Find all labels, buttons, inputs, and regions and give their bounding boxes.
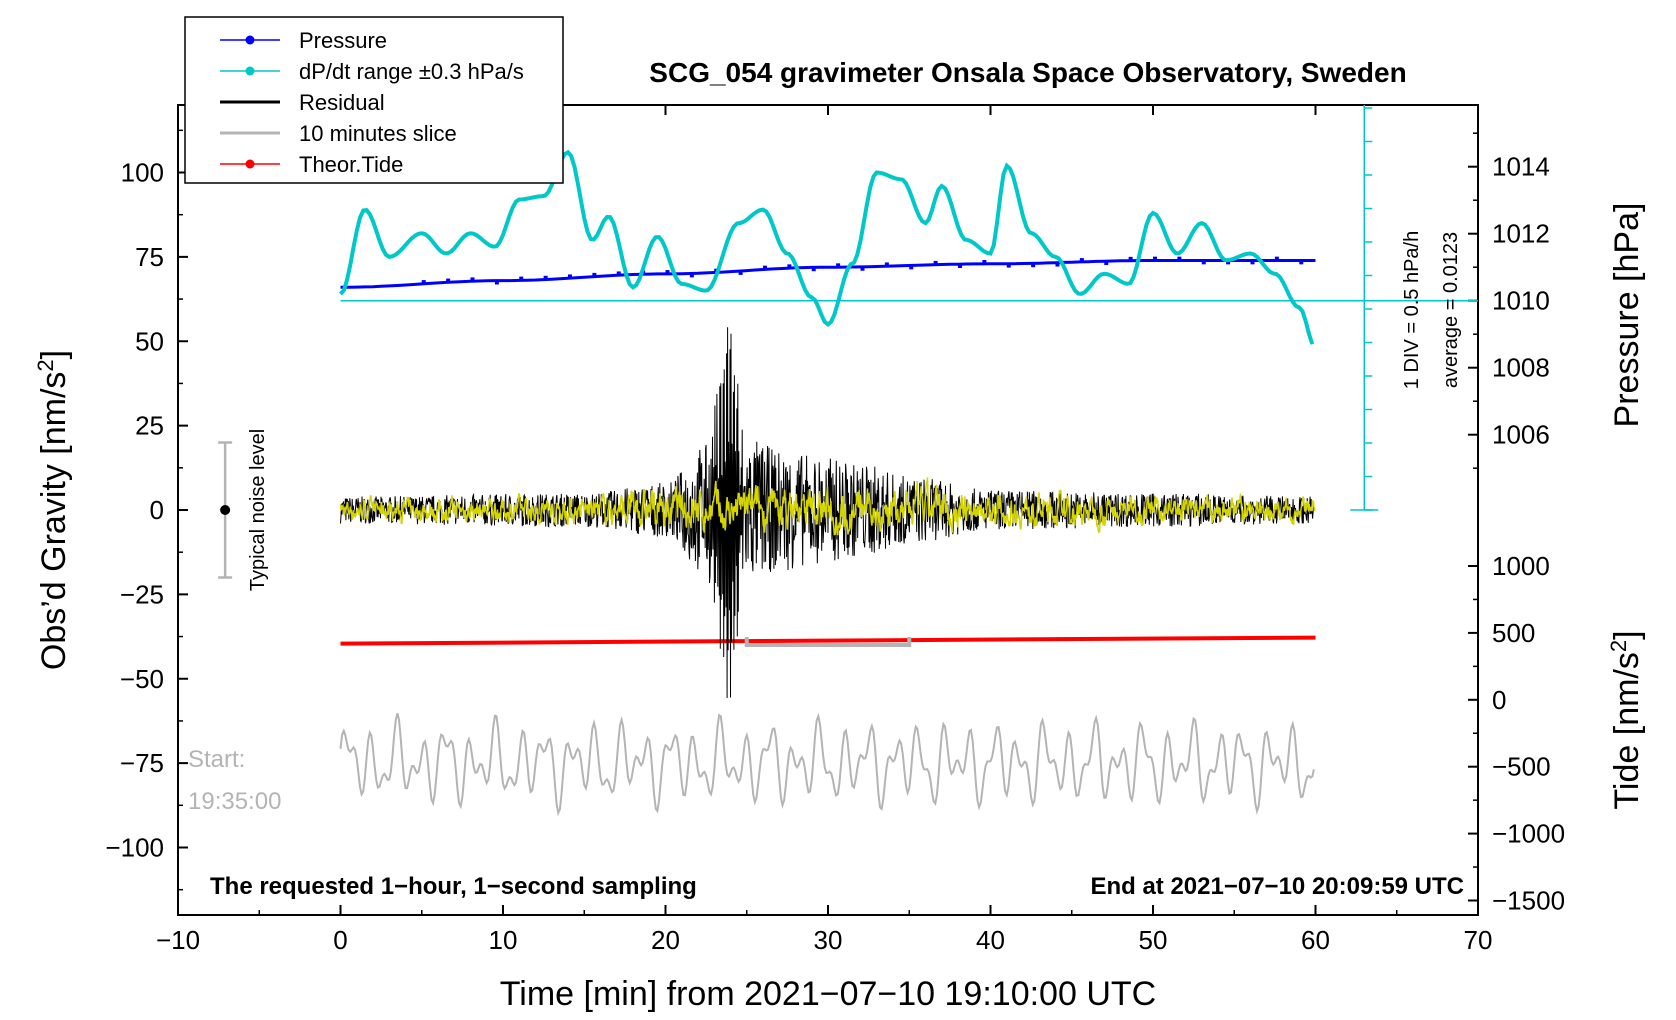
y-axis-title-left: Obs’d Gravity [nm/s2] — [33, 350, 73, 670]
series-layer — [218, 105, 1478, 817]
pressure-point — [446, 278, 451, 282]
pressure-point — [1006, 264, 1011, 268]
pressure-point — [1250, 261, 1255, 265]
x-tick-label: 40 — [976, 925, 1005, 955]
pressure-point — [982, 260, 987, 264]
pressure-point — [860, 267, 865, 271]
labels-layer: −10 0 10 20 30 40 50 60 701007550250−25−50−75−10… — [105, 152, 1565, 955]
y-tick-label-left: −75 — [120, 748, 164, 778]
y-tick-label-pressure: 1010 — [1492, 286, 1550, 316]
noise-level-label: Typical noise level — [247, 429, 269, 591]
slice-marker — [744, 637, 912, 647]
x-tick-label: 30 — [814, 925, 843, 955]
legend-dot — [245, 159, 255, 169]
x-tick-label: 20 — [651, 925, 680, 955]
y-tick-label-tide: −500 — [1492, 752, 1551, 782]
pressure-point — [1153, 256, 1157, 260]
legend-label: 10 minutes slice — [299, 121, 457, 146]
y-tick-label-tide: 1000 — [1492, 551, 1550, 581]
y-tick-label-left: 100 — [121, 158, 164, 188]
end-time-note: End at 2021−07−10 20:09:59 UTC — [1090, 873, 1464, 900]
y-tick-label-pressure: 1008 — [1492, 353, 1550, 383]
legend-label: Pressure — [299, 28, 387, 53]
y-tick-label-left: 0 — [150, 495, 164, 525]
y-tick-label-left: −50 — [120, 664, 164, 694]
y-tick-label-left: −25 — [120, 579, 164, 609]
pressure-point — [836, 263, 841, 267]
pressure-point — [787, 264, 792, 268]
pressure-point — [568, 274, 572, 278]
x-tick-label: 60 — [1301, 925, 1330, 955]
y-tick-label-tide: −1000 — [1492, 819, 1565, 849]
x-tick-label: 10 — [489, 925, 518, 955]
y-tick-label-pressure: 1006 — [1492, 420, 1550, 450]
y-axis-title-pressure: Pressure [hPa] — [1608, 203, 1646, 428]
dpdt-average-label: average = 0.0123 — [1440, 232, 1462, 388]
y-axis-title-tide: Tide [nm/s2] — [1606, 630, 1646, 809]
pressure-point — [616, 271, 621, 275]
pressure-point — [1031, 264, 1036, 268]
legend: Pressure dP/dt range ±0.3 hPa/s Residual 10… — [184, 16, 564, 184]
y-tick-label-tide: 500 — [1492, 618, 1535, 648]
pressure-point — [494, 281, 499, 285]
pressure-point — [811, 268, 816, 272]
pressure-point — [1128, 256, 1133, 260]
legend-label: Theor.Tide — [299, 152, 403, 177]
pressure-point — [909, 266, 914, 270]
pressure-point — [1104, 262, 1109, 266]
pressure-point — [592, 272, 597, 276]
pressure-point — [738, 271, 743, 275]
x-tick-label: 50 — [1139, 925, 1168, 955]
tide-line — [340, 635, 1316, 646]
x-tick-label: 0 — [333, 925, 347, 955]
pressure-point — [1079, 258, 1084, 262]
y-tick-label-left: 50 — [135, 326, 164, 356]
pressure-point — [1201, 261, 1206, 265]
chart-title: SCG_054 gravimeter Onsala Space Observat… — [649, 57, 1406, 88]
x-tick-label: 70 — [1464, 925, 1493, 955]
pressure-point — [1226, 261, 1231, 265]
x-axis-title: Time [min] from 2021−07−10 19:10:00 UTC — [500, 975, 1156, 1013]
legend-dot — [245, 35, 255, 45]
pressure-point — [1274, 256, 1279, 260]
noise-center-point — [220, 505, 231, 515]
dpdt-scale-label: 1 DIV = 0.5 hPa/h — [1401, 231, 1423, 389]
dpdt-line — [339, 149, 1315, 345]
pressure-point — [933, 260, 938, 264]
pressure-point — [519, 276, 524, 280]
y-tick-label-left: −100 — [105, 833, 164, 863]
pressure-point — [689, 274, 694, 278]
legend-dot — [245, 66, 255, 76]
legend-label: Residual — [299, 90, 385, 115]
residual-smoothed-line — [339, 477, 1316, 536]
legend-box — [184, 16, 564, 184]
y-tick-label-pressure: 1014 — [1492, 152, 1550, 182]
sampling-note: The requested 1−hour, 1−second sampling — [210, 873, 697, 900]
start-label: Start: — [188, 746, 245, 773]
pressure-point — [1177, 256, 1182, 260]
pressure-point — [1299, 261, 1304, 265]
pressure-point — [884, 262, 889, 266]
pressure-point — [470, 277, 475, 281]
y-tick-label-tide: −1500 — [1492, 886, 1565, 916]
slice-waveform — [339, 712, 1315, 817]
x-tick-label: −10 — [156, 925, 200, 955]
legend-label: dP/dt range ±0.3 hPa/s — [299, 59, 524, 84]
start-time-label: 19:35:00 — [188, 788, 281, 815]
pressure-point — [763, 265, 767, 269]
y-tick-label-tide: 0 — [1492, 685, 1506, 715]
y-tick-label-pressure: 1012 — [1492, 219, 1550, 249]
pressure-line — [340, 259, 1316, 289]
pressure-point — [543, 275, 548, 279]
pressure-point — [665, 270, 670, 274]
y-tick-label-left: 25 — [135, 411, 164, 441]
y-tick-label-left: 75 — [135, 242, 164, 272]
pressure-point — [958, 265, 962, 269]
pressure-point — [421, 280, 426, 284]
pressure-point — [1055, 263, 1060, 267]
